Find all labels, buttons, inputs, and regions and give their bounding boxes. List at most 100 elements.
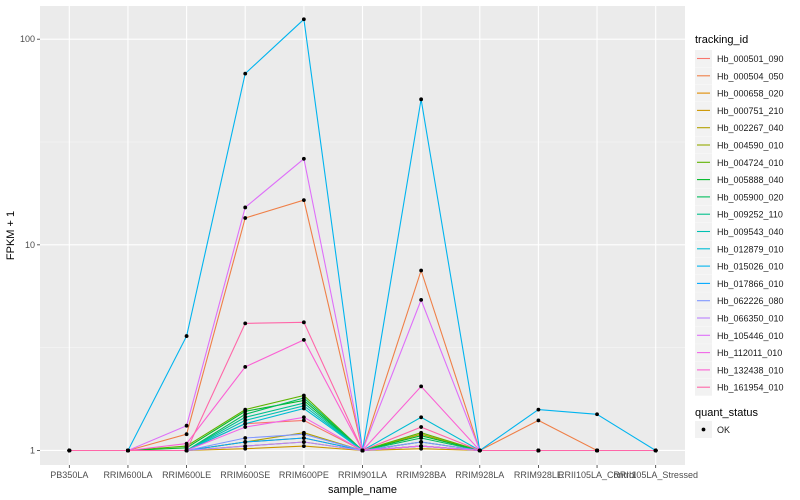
y-tick-label: 10	[25, 240, 35, 250]
data-point	[301, 415, 306, 420]
y-tick-label: 100	[20, 34, 35, 44]
legend-title: quant_status	[695, 407, 758, 419]
legend-label: Hb_009252_110	[717, 210, 783, 220]
data-point	[595, 448, 599, 453]
legend-key-point	[701, 427, 706, 432]
legend: tracking_id Hb_000501_090 Hb_000504_050 Hb_…	[695, 34, 784, 438]
data-point	[419, 440, 424, 444]
data-point	[301, 444, 306, 449]
data-point	[184, 334, 189, 338]
data-point	[360, 448, 365, 453]
data-point	[243, 425, 248, 429]
legend-label: Hb_132438_010	[717, 365, 784, 375]
legend-label: Hb_009543_040	[717, 227, 784, 237]
data-point	[536, 448, 541, 453]
x-tick-label: RRIM600LE	[162, 470, 211, 480]
data-point	[301, 320, 306, 325]
legend-title: tracking_id	[695, 34, 748, 46]
data-point	[243, 216, 248, 220]
data-point	[184, 448, 189, 453]
data-point	[243, 421, 248, 426]
x-tick-label: RRII105LA_Control	[558, 470, 636, 480]
data-point	[67, 448, 72, 453]
data-point	[184, 445, 189, 450]
data-point	[243, 415, 248, 420]
legend-label: Hb_002267_040	[717, 123, 784, 133]
data-point	[301, 198, 306, 203]
x-tick-label: RRIM600LA	[103, 470, 152, 480]
data-point	[419, 444, 424, 449]
data-point	[184, 441, 189, 446]
x-axis-title: sample_name	[328, 484, 397, 496]
data-point	[184, 423, 189, 428]
data-point	[243, 436, 248, 440]
x-tick-label: RRIM600PE	[279, 470, 329, 480]
x-tick-label: RRIM928LA	[455, 470, 504, 480]
data-point	[419, 415, 424, 420]
data-point	[301, 337, 306, 342]
data-point	[419, 436, 424, 440]
data-point	[301, 401, 306, 405]
x-axis: PB350LA RRIM600LA RRIM600LE RRIM600SE RRIM60…	[50, 465, 698, 480]
data-point	[419, 425, 424, 429]
y-axis-title: FPKM + 1	[5, 211, 17, 260]
legend-label: Hb_062226_080	[717, 296, 784, 306]
data-point	[653, 448, 658, 453]
data-point	[301, 432, 306, 437]
x-tick-label: RRIM928LE	[514, 470, 563, 480]
y-axis: 1 10 100	[20, 34, 40, 455]
x-tick-label: RRIM600SE	[220, 470, 270, 480]
legend-label: Hb_004590_010	[717, 141, 784, 151]
data-point	[301, 436, 306, 440]
legend-label: Hb_112011_010	[717, 348, 782, 358]
data-point	[301, 403, 306, 408]
data-point	[243, 205, 248, 210]
legend-label: Hb_015026_010	[717, 262, 784, 272]
legend-label: Hb_005900_020	[717, 192, 784, 202]
legend-label: Hb_161954_010	[717, 383, 784, 393]
data-point	[243, 321, 248, 326]
data-point	[301, 156, 306, 161]
legend-label: Hb_000504_050	[717, 71, 784, 81]
data-point	[536, 407, 541, 412]
data-point	[419, 97, 424, 102]
data-point	[184, 432, 189, 437]
data-points	[67, 17, 658, 453]
legend-label: Hb_000501_090	[717, 54, 784, 64]
data-point	[301, 406, 306, 411]
legend-label: Hb_017866_010	[717, 279, 784, 289]
data-point	[243, 418, 248, 423]
data-point	[243, 409, 248, 414]
data-point	[419, 430, 424, 435]
data-point	[301, 396, 306, 400]
data-point	[536, 418, 541, 423]
x-tick-label: RRIM901LA	[338, 470, 387, 480]
legend-label: Hb_012879_010	[717, 244, 784, 254]
data-point	[301, 440, 306, 444]
data-point	[419, 268, 424, 273]
data-point	[477, 448, 482, 453]
data-point	[243, 364, 248, 369]
data-point	[301, 418, 306, 423]
data-point	[243, 440, 248, 444]
data-point	[419, 297, 424, 302]
data-point	[243, 71, 248, 76]
legend-label: Hb_066350_010	[717, 314, 784, 324]
data-point	[126, 448, 130, 453]
data-point	[595, 412, 599, 417]
data-point	[243, 444, 248, 449]
x-tick-label: RRII105LA_Stressed	[613, 470, 698, 480]
legend-label: Hb_000658_020	[717, 89, 784, 99]
y-tick-label: 1	[30, 445, 35, 455]
legend-label: Hb_004724_010	[717, 158, 784, 168]
data-point	[243, 412, 248, 417]
legend-label: OK	[717, 425, 730, 435]
data-point	[419, 384, 424, 389]
x-tick-label: PB350LA	[50, 470, 88, 480]
data-point	[301, 17, 306, 22]
legend-label: Hb_005888_040	[717, 175, 784, 185]
legend-label: Hb_000751_210	[717, 106, 784, 116]
legend-label: Hb_105446_010	[717, 331, 784, 341]
x-tick-label: RRIM928BA	[396, 470, 446, 480]
